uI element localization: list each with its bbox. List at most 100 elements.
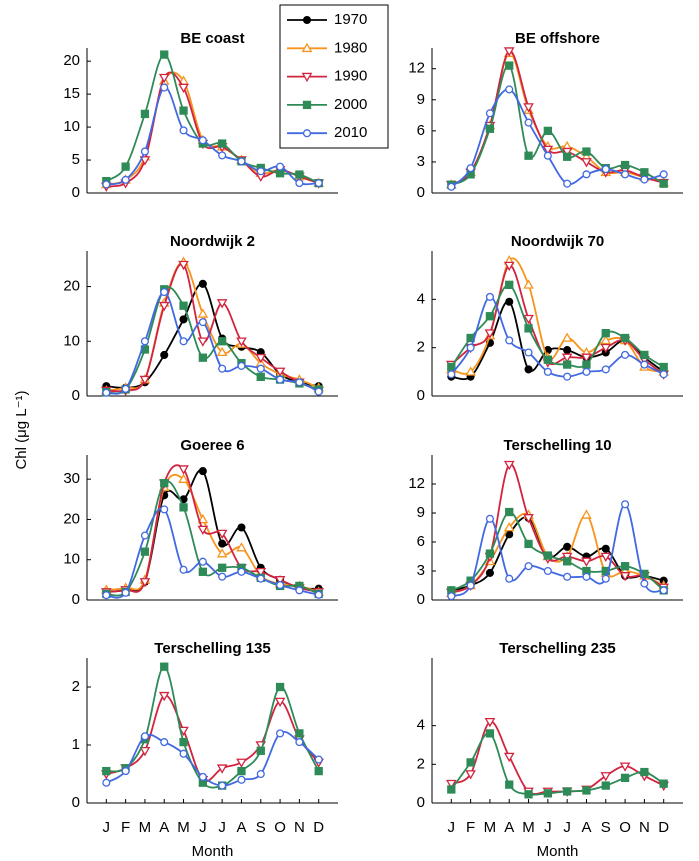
marker	[503, 521, 515, 532]
marker	[275, 682, 285, 692]
marker	[237, 157, 246, 166]
x-tick-label: M	[177, 819, 190, 836]
y-tick-label: 6	[417, 122, 425, 139]
marker	[179, 503, 188, 512]
marker	[295, 170, 304, 179]
panel-title: Terschelling 135	[154, 640, 270, 657]
marker	[503, 261, 515, 272]
marker	[160, 738, 169, 747]
y-tick-label: 0	[72, 184, 80, 201]
y-tick-label: 1	[72, 736, 80, 753]
marker	[561, 147, 573, 158]
marker	[121, 384, 130, 393]
y-tick-label: 2	[72, 678, 80, 695]
marker	[197, 525, 209, 536]
marker	[102, 180, 111, 189]
y-tick-label: 20	[63, 510, 80, 527]
marker	[295, 738, 304, 747]
marker	[139, 747, 151, 757]
marker	[197, 337, 209, 347]
marker	[276, 162, 285, 171]
y-tick-label: 10	[63, 332, 80, 349]
marker	[503, 752, 515, 763]
marker	[582, 360, 591, 369]
marker	[237, 775, 246, 784]
marker	[256, 167, 265, 176]
marker	[237, 523, 246, 532]
marker	[314, 766, 323, 776]
x-tick-label: A	[504, 819, 514, 836]
y-tick-label: 10	[63, 551, 80, 568]
y-tick-label: 2	[417, 755, 425, 772]
marker	[466, 758, 475, 767]
marker	[218, 563, 227, 572]
marker	[216, 346, 228, 357]
marker	[485, 568, 494, 577]
marker	[179, 301, 188, 310]
marker	[178, 465, 189, 475]
marker	[160, 662, 169, 671]
marker	[503, 460, 515, 471]
x-tick-label: A	[159, 819, 169, 836]
marker	[160, 50, 169, 59]
x-tick-label: J	[563, 819, 571, 836]
marker	[218, 539, 227, 548]
marker	[274, 367, 286, 377]
marker	[543, 789, 552, 798]
marker	[314, 387, 323, 396]
marker	[601, 544, 610, 553]
marker	[601, 329, 610, 338]
marker	[620, 773, 630, 783]
marker	[218, 781, 227, 790]
y-tick-label: 0	[417, 794, 425, 811]
marker	[139, 375, 151, 386]
marker	[621, 170, 630, 179]
marker	[179, 737, 188, 747]
marker	[505, 507, 514, 517]
marker	[295, 179, 304, 188]
marker	[178, 473, 189, 483]
marker	[505, 85, 514, 94]
marker	[581, 557, 592, 567]
marker	[620, 160, 630, 170]
y-tick-label: 10	[63, 118, 80, 135]
marker	[197, 513, 209, 524]
marker	[659, 362, 668, 372]
marker	[524, 562, 533, 571]
panel-title: Noordwijk 2	[170, 233, 255, 250]
y-tick-label: 0	[72, 591, 80, 608]
panel-title: BE coast	[180, 30, 244, 47]
x-tick-label: S	[256, 819, 266, 836]
marker	[121, 767, 130, 776]
marker	[640, 579, 649, 588]
marker	[140, 109, 150, 119]
series-line	[106, 263, 320, 393]
y-tick-label: 4	[417, 717, 425, 734]
y-tick-label: 0	[72, 794, 80, 811]
marker	[485, 292, 494, 301]
marker	[178, 83, 189, 94]
marker	[179, 315, 188, 324]
series-line	[450, 732, 665, 796]
y-tick-label: 30	[63, 470, 80, 487]
marker	[543, 151, 552, 160]
marker	[197, 308, 209, 318]
y-tick-label: 20	[63, 278, 80, 295]
marker	[505, 61, 514, 70]
marker	[505, 280, 514, 289]
x-tick-label: O	[619, 819, 631, 836]
y-tick-label: 5	[72, 151, 80, 168]
marker	[255, 568, 267, 578]
marker	[524, 324, 533, 333]
marker	[218, 364, 227, 373]
marker	[640, 350, 649, 360]
marker	[485, 514, 494, 523]
marker	[561, 353, 573, 363]
marker	[640, 168, 649, 177]
panel-title: Terschelling 235	[499, 640, 615, 657]
marker	[302, 100, 312, 110]
y-tick-label: 0	[417, 387, 425, 404]
marker	[216, 548, 228, 558]
marker	[160, 350, 169, 360]
